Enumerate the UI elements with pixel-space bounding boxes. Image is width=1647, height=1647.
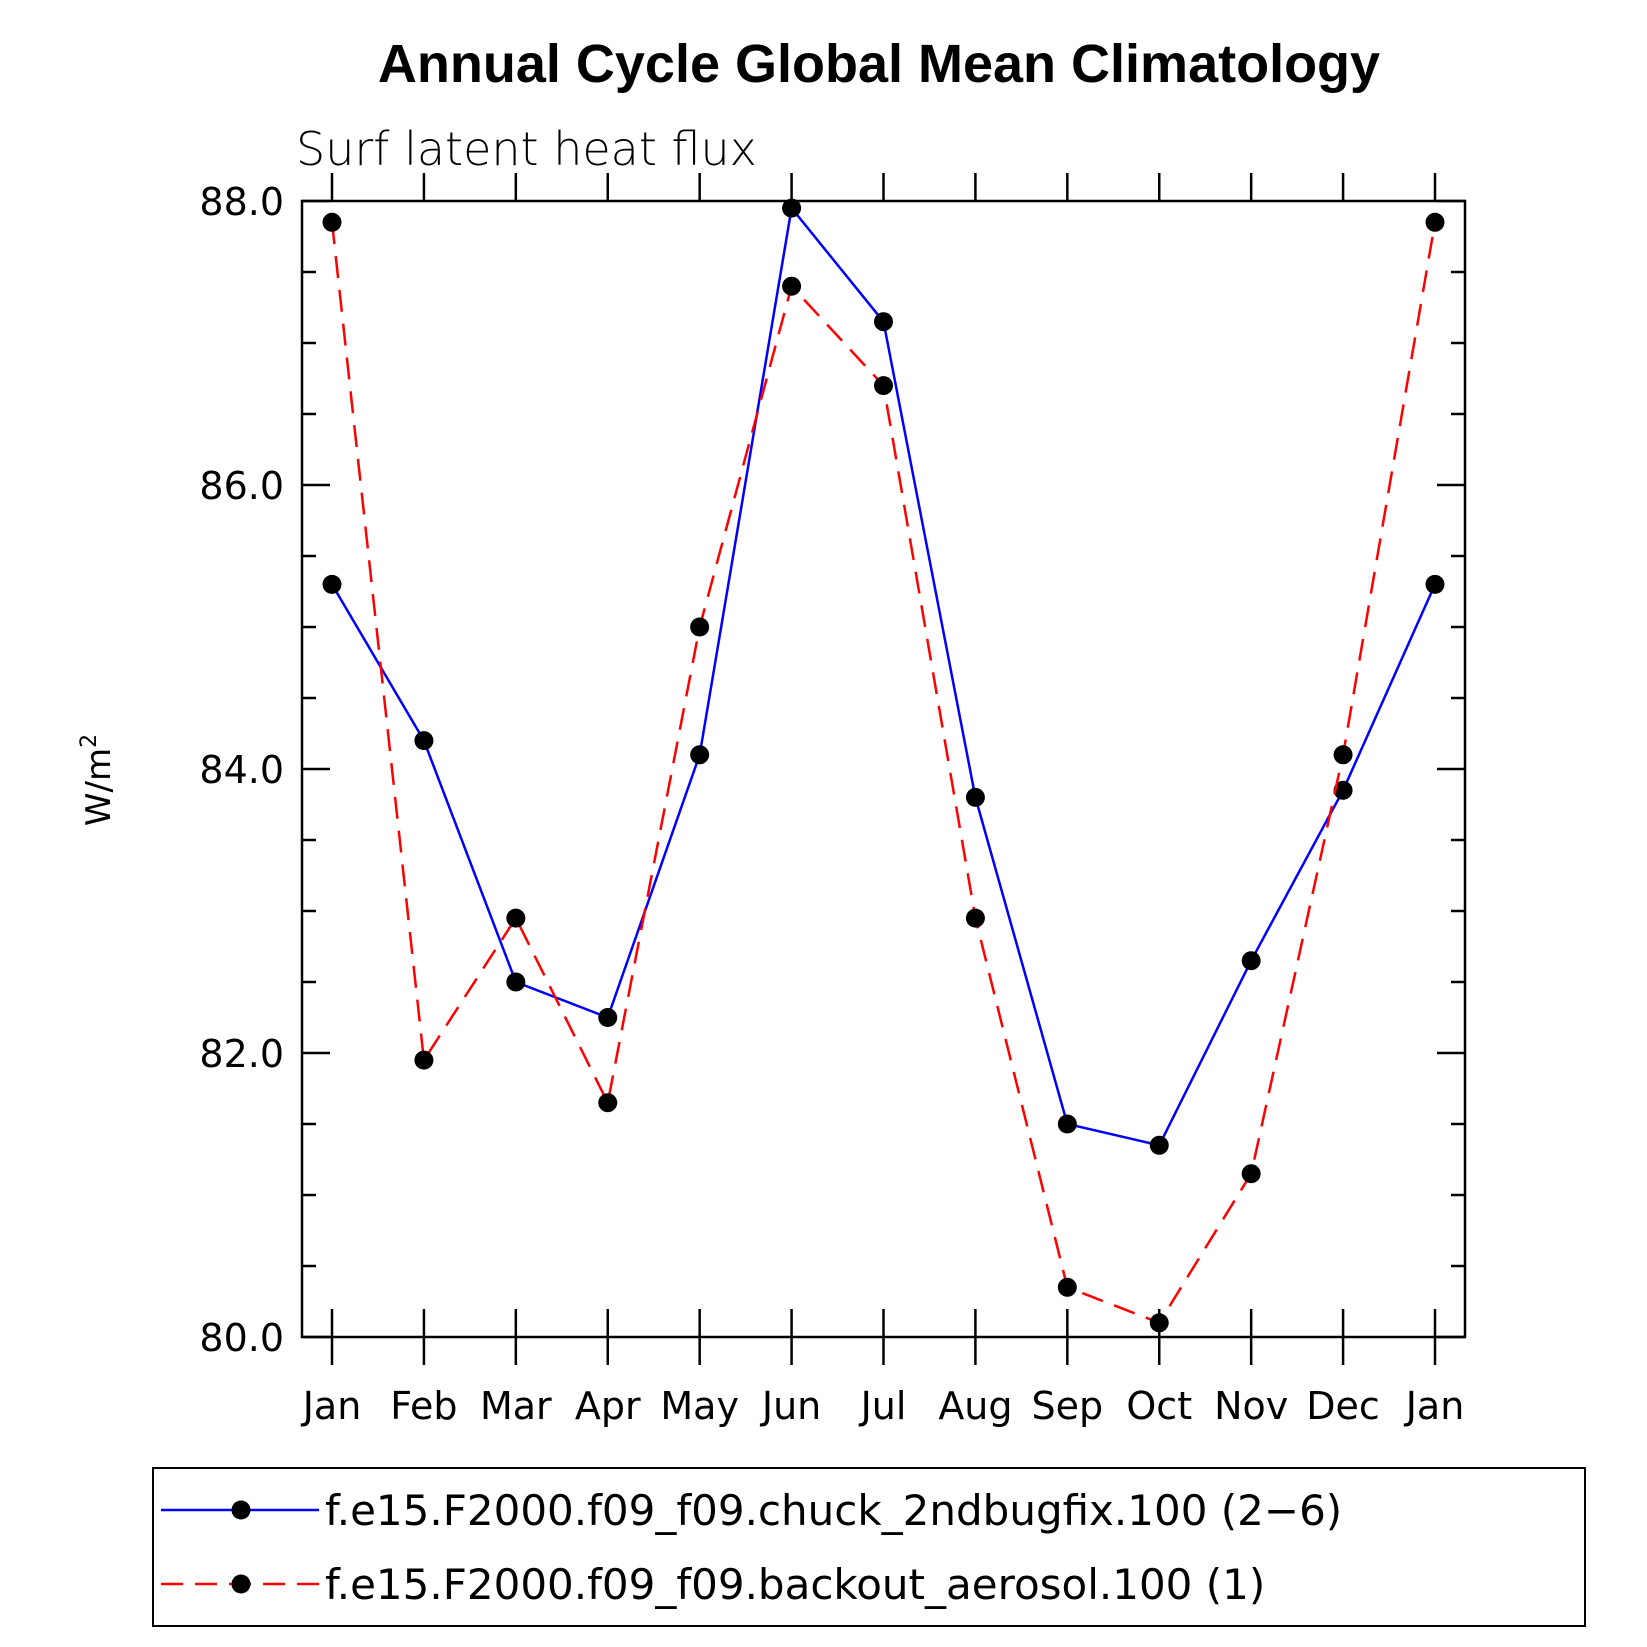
legend-label: f.e15.F2000.f09_f09.chuck_2ndbugfix.100 … (325, 1486, 1342, 1535)
series-point (1425, 212, 1445, 232)
series-point (690, 617, 710, 637)
x-tick-label: Aug (938, 1384, 1012, 1428)
x-tick-label: Dec (1306, 1384, 1380, 1428)
series-point (1333, 745, 1353, 765)
series-line (330, 205, 1437, 1147)
x-tick-label: Jul (859, 1384, 907, 1428)
legend-marker (231, 1574, 251, 1594)
legend: f.e15.F2000.f09_f09.chuck_2ndbugfix.100 … (152, 1467, 1586, 1627)
svg-text:W/m2: W/m2 (77, 734, 119, 826)
chart-title: Annual Cycle Global Mean Climatology (378, 34, 1380, 94)
legend-box (152, 1467, 1586, 1627)
y-tick-label: 82.0 (199, 1032, 284, 1076)
series-point (1057, 1114, 1077, 1134)
series-point (874, 376, 893, 396)
series-point (1425, 574, 1445, 594)
series-point (414, 731, 434, 751)
series-point (506, 908, 526, 928)
x-tick-label: Apr (575, 1384, 641, 1428)
plot-frame (300, 199, 1467, 1339)
y-tick-label: 80.0 (199, 1316, 284, 1360)
series-point (598, 1093, 618, 1113)
series-point (1241, 1164, 1261, 1184)
x-tick-label: Nov (1214, 1384, 1288, 1428)
series-point (1149, 1135, 1169, 1155)
series-point (322, 574, 342, 594)
x-tick-label: Jan (1404, 1384, 1465, 1428)
y-axis-label-text: W/m (79, 748, 119, 826)
series-point (965, 787, 985, 807)
y-tick-label: 86.0 (199, 464, 284, 508)
x-tick-label: Jan (301, 1384, 362, 1428)
series-point (414, 1050, 434, 1070)
x-tick-label: Mar (480, 1384, 552, 1428)
series-point (506, 972, 526, 992)
chart-subtitle: Surf latent heat flux (296, 122, 757, 176)
y-tick-label: 88.0 (199, 180, 284, 224)
legend-label: f.e15.F2000.f09_f09.backout_aerosol.100 … (325, 1560, 1265, 1609)
series-point (782, 198, 802, 218)
series-point (1057, 1277, 1077, 1297)
legend-marker (231, 1500, 251, 1520)
series-point (690, 745, 710, 765)
series-point (1149, 1313, 1169, 1333)
x-tick-label: Jun (760, 1384, 821, 1428)
y-axis-label: W/m2 (77, 734, 119, 826)
series-point (1241, 951, 1261, 971)
x-tick-label: Sep (1032, 1384, 1104, 1428)
series-point (1333, 780, 1353, 800)
series-point (782, 276, 802, 296)
series-point (874, 312, 893, 332)
x-tick-label: May (660, 1384, 739, 1428)
y-axis-label-superscript: 2 (77, 734, 102, 748)
series-point (598, 1008, 618, 1027)
x-tick-label: Feb (390, 1384, 457, 1428)
y-tick-label: 84.0 (199, 748, 284, 792)
plot-area: 80.0 82.0 84.0 86.0 88.0 Jan Feb Mar Apr May Jun Ju… (199, 173, 1467, 1428)
series-point (322, 212, 342, 232)
x-tick-label: Oct (1126, 1384, 1192, 1428)
series-point (965, 908, 985, 928)
